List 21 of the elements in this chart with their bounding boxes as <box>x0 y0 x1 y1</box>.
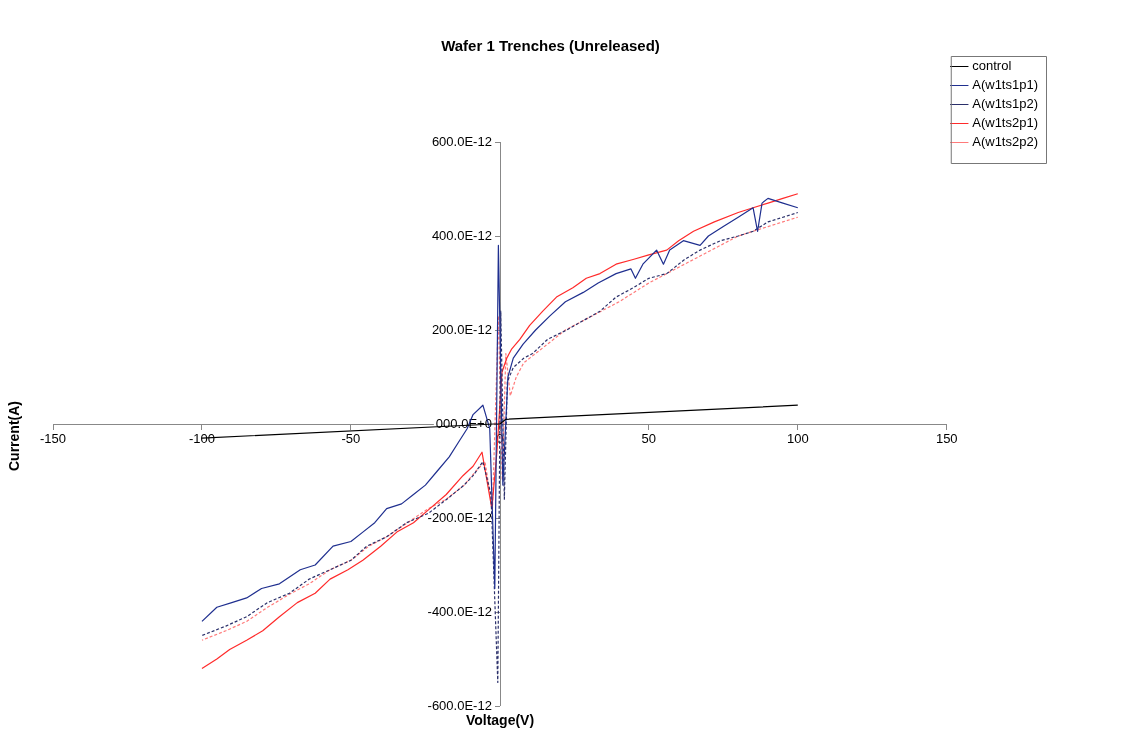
x-tick-label: -150 <box>39 431 67 447</box>
y-tick-label: 400.0E-12 <box>431 227 492 243</box>
x-tick-label: -100 <box>188 431 215 447</box>
y-tick-label: -200.0E-12 <box>427 509 492 525</box>
y-tick-label: 200.0E-12 <box>431 321 492 337</box>
legend-label: control <box>972 58 1012 74</box>
legend-label: A(w1ts2p2) <box>972 134 1038 150</box>
x-tick-label: 50 <box>641 431 657 447</box>
chart-title: Wafer 1 Trenches (Unreleased) <box>441 37 660 55</box>
x-tick-label: -50 <box>341 431 361 447</box>
legend-label: A(w1ts1p2) <box>972 96 1038 112</box>
y-axis-title: Current(A) <box>6 400 22 473</box>
x-tick-label: 100 <box>786 431 809 447</box>
legend-label: A(w1ts1p1) <box>972 77 1038 93</box>
y-tick-label: -600.0E-12 <box>427 697 492 713</box>
legend-label: A(w1ts2p1) <box>972 115 1038 131</box>
y-tick-label: -400.0E-12 <box>427 603 492 619</box>
x-axis-title: Voltage(V) <box>464 712 536 728</box>
x-tick-label: 150 <box>935 431 958 447</box>
y-tick-label: 600.0E-12 <box>431 133 492 149</box>
x-tick-label: 0 <box>496 431 504 447</box>
